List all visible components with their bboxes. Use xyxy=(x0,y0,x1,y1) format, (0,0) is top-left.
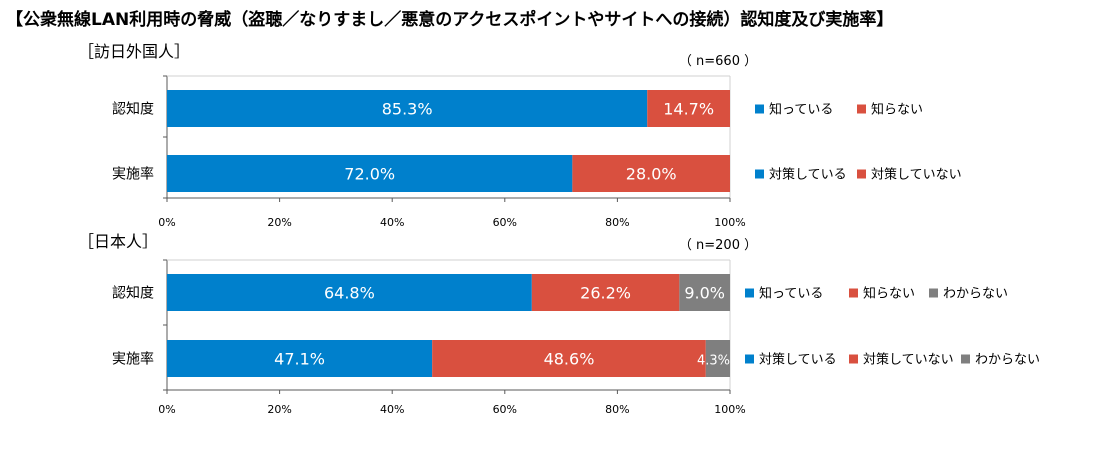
sample-size-label: （ n=660 ） xyxy=(679,54,757,69)
legend-label: 知っている xyxy=(769,102,833,118)
x-tick-label: 40% xyxy=(380,403,404,416)
legend-swatch xyxy=(745,354,754,364)
bar-segment xyxy=(679,274,730,311)
bar-segment xyxy=(167,155,573,192)
x-tick-label: 80% xyxy=(605,216,629,229)
data-label: 47.1% xyxy=(274,350,325,369)
x-tick-label: 80% xyxy=(605,403,629,416)
bar-segment xyxy=(167,274,532,311)
legend-label: 対策していない xyxy=(871,167,962,183)
category-label: 実施率 xyxy=(112,166,154,183)
category-label: 実施率 xyxy=(112,351,154,368)
data-label: 28.0% xyxy=(626,165,677,184)
legend-swatch xyxy=(961,354,970,364)
data-label: 64.8% xyxy=(324,284,375,303)
x-tick-label: 100% xyxy=(714,216,745,229)
legend-swatch xyxy=(857,104,866,114)
legend-swatch xyxy=(849,288,858,298)
data-label: 72.0% xyxy=(344,165,395,184)
chart-subtitle: ［訪日外国人］ xyxy=(78,42,190,61)
legend-label: わからない xyxy=(943,287,1008,302)
legend-swatch xyxy=(857,169,866,179)
x-tick-label: 60% xyxy=(493,403,517,416)
bar-segment xyxy=(705,340,730,377)
bar-segment xyxy=(572,155,730,192)
x-tick-label: 0% xyxy=(158,216,175,229)
x-tick-label: 100% xyxy=(714,403,745,416)
x-tick-label: 0% xyxy=(158,403,175,416)
legend-swatch xyxy=(755,169,764,179)
category-label: 認知度 xyxy=(112,101,154,118)
bar-segment xyxy=(432,340,706,377)
legend-label: 知っている xyxy=(759,286,823,302)
legend-swatch xyxy=(745,288,754,298)
bar-segment xyxy=(531,274,680,311)
data-label: 4.3% xyxy=(697,354,730,369)
x-tick-label: 20% xyxy=(267,216,291,229)
bar-segment xyxy=(167,340,433,377)
data-label: 14.7% xyxy=(663,100,714,119)
legend-label: 知らない xyxy=(871,102,923,118)
x-tick-label: 40% xyxy=(380,216,404,229)
legend-swatch xyxy=(849,354,858,364)
bar-segment xyxy=(647,90,730,127)
bar-segment xyxy=(167,90,648,127)
legend-label: 知らない xyxy=(863,286,915,302)
legend-label: わからない xyxy=(975,353,1040,368)
data-label: 26.2% xyxy=(580,284,631,303)
data-label: 9.0% xyxy=(684,284,725,303)
chart-subtitle: ［日本人］ xyxy=(78,232,158,251)
chart-title: 【公衆無線LAN利用時の脅威（盗聴／なりすまし／悪意のアクセスポイントやサイトへ… xyxy=(6,9,893,30)
legend-label: 対策していない xyxy=(863,352,954,368)
legend-swatch xyxy=(929,288,938,298)
category-label: 認知度 xyxy=(112,285,154,302)
x-tick-label: 60% xyxy=(493,216,517,229)
legend-label: 対策している xyxy=(759,352,837,368)
data-label: 48.6% xyxy=(544,350,595,369)
data-label: 85.3% xyxy=(382,100,433,119)
legend-swatch xyxy=(755,104,764,114)
sample-size-label: （ n=200 ） xyxy=(679,238,757,253)
legend-label: 対策している xyxy=(769,167,847,183)
x-tick-label: 20% xyxy=(267,403,291,416)
